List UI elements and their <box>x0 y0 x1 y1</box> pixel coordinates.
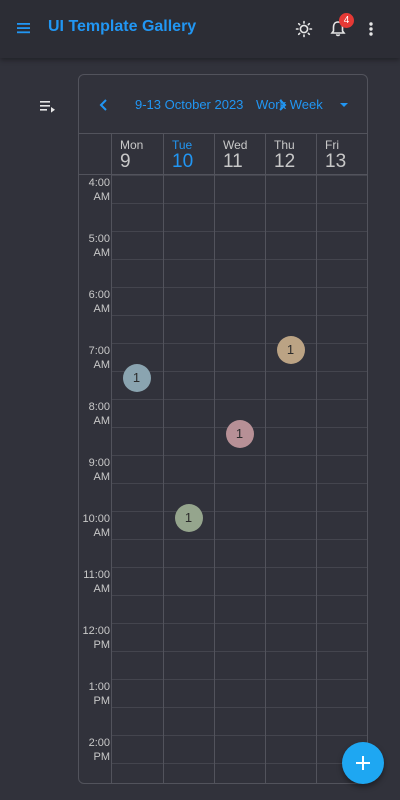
time-label: 6:00 AM <box>79 288 110 316</box>
time-slot[interactable] <box>111 203 367 231</box>
time-label-ampm: PM <box>93 751 111 763</box>
time-label-ampm: AM <box>93 303 111 315</box>
time-slot[interactable] <box>111 539 367 567</box>
day-header-fri[interactable]: Fri 13 <box>316 134 367 175</box>
app-bar: UI Template Gallery 4 <box>0 0 400 58</box>
time-label: 4:00 AM <box>79 176 110 204</box>
time-slot[interactable] <box>111 483 367 511</box>
column-divider <box>163 175 164 783</box>
column-divider <box>316 175 317 783</box>
time-label-ampm: AM <box>93 359 111 371</box>
time-slot[interactable] <box>111 623 367 651</box>
column-divider <box>214 175 215 783</box>
time-label-ampm: AM <box>93 247 111 259</box>
time-slot[interactable] <box>111 371 367 399</box>
time-label-hour: 8:00 <box>88 401 110 413</box>
column-divider <box>111 175 112 783</box>
time-slot[interactable] <box>111 595 367 623</box>
time-label: 9:00 AM <box>79 456 110 484</box>
time-label: 1:00 PM <box>79 680 110 708</box>
time-slot[interactable] <box>111 567 367 595</box>
menu-icon[interactable] <box>14 18 34 38</box>
day-number: 11 <box>223 151 243 172</box>
plus-icon <box>356 756 370 770</box>
time-slot[interactable] <box>111 231 367 259</box>
scheduler-toolbar: 9-13 October 2023 Work Week <box>79 75 367 134</box>
time-grid: 4:00 AM 5:00 AM 6:00 AM 7:00 AM 8:00 AM 9:00 AM 10:0… <box>79 175 367 783</box>
event-count-bubble[interactable]: 1 <box>276 336 305 364</box>
day-number: 9 <box>120 151 131 172</box>
view-selector[interactable]: Work Week <box>256 97 323 112</box>
time-label-ampm: PM <box>93 695 111 707</box>
more-vertical-icon[interactable] <box>361 19 381 39</box>
time-label-hour: 9:00 <box>88 457 110 469</box>
time-label-hour: 10:00 <box>82 513 110 525</box>
time-label-ampm: AM <box>93 583 111 595</box>
day-header-wed[interactable]: Wed 11 <box>214 134 265 175</box>
event-count-bubble[interactable]: 1 <box>174 504 203 532</box>
time-label-hour: 12:00 <box>82 625 110 637</box>
add-event-button[interactable] <box>342 742 384 784</box>
scheduler: 9-13 October 2023 Work Week Mon 9 Tue 10 Wed… <box>78 74 368 784</box>
time-slot[interactable] <box>111 707 367 735</box>
time-label-hour: 6:00 <box>88 289 110 301</box>
time-label-hour: 7:00 <box>88 345 110 357</box>
day-header-thu[interactable]: Thu 12 <box>265 134 316 175</box>
time-slot[interactable] <box>111 399 367 427</box>
day-name: Tue <box>172 138 193 152</box>
sort-icon[interactable] <box>37 96 57 116</box>
notification-badge: 4 <box>339 13 354 28</box>
event-count-bubble[interactable]: 1 <box>225 420 254 448</box>
time-slot[interactable] <box>111 287 367 315</box>
app-title: UI Template Gallery <box>48 18 197 35</box>
day-name: Mon <box>120 138 144 152</box>
time-label: 2:00 PM <box>79 736 110 764</box>
time-label: 11:00 AM <box>79 568 110 596</box>
time-label: 7:00 AM <box>79 344 110 372</box>
day-number: 12 <box>274 151 296 172</box>
column-divider <box>265 175 266 783</box>
time-slot[interactable] <box>111 511 367 539</box>
time-label-hour: 1:00 <box>88 681 110 693</box>
time-label-hour: 2:00 <box>88 737 110 749</box>
day-name: Thu <box>274 138 295 152</box>
day-name: Wed <box>223 138 248 152</box>
dropdown-icon[interactable] <box>335 96 353 114</box>
time-slot[interactable] <box>111 679 367 707</box>
day-number: 10 <box>172 151 194 172</box>
time-label: 12:00 PM <box>79 624 110 652</box>
time-label-ampm: PM <box>93 639 111 651</box>
time-label-ampm: AM <box>93 191 111 203</box>
time-slot[interactable] <box>111 343 367 371</box>
time-label-ampm: AM <box>93 471 111 483</box>
time-slot[interactable] <box>111 763 367 783</box>
date-range-button[interactable]: 9-13 October 2023 <box>135 97 244 112</box>
time-label-hour: 4:00 <box>88 177 110 189</box>
time-label-hour: 5:00 <box>88 233 110 245</box>
time-label: 10:00 AM <box>79 512 110 540</box>
day-name: Fri <box>325 138 339 152</box>
day-header-mon[interactable]: Mon 9 <box>111 134 162 175</box>
time-slot[interactable] <box>111 735 367 763</box>
day-number: 13 <box>325 151 347 172</box>
chevron-right-icon[interactable] <box>273 96 291 114</box>
time-label-ampm: AM <box>93 415 111 427</box>
chevron-left-icon[interactable] <box>95 96 113 114</box>
time-slot[interactable] <box>111 175 367 203</box>
theme-icon[interactable] <box>294 19 314 39</box>
time-slot[interactable] <box>111 315 367 343</box>
time-slot[interactable] <box>111 455 367 483</box>
time-label-hour: 11:00 <box>83 569 110 581</box>
day-header-tue[interactable]: Tue 10 <box>163 134 214 175</box>
time-slot[interactable] <box>111 651 367 679</box>
time-label: 8:00 AM <box>79 400 110 428</box>
day-header: Mon 9 Tue 10 Wed 11 Thu 12 Fri 13 <box>79 134 367 175</box>
time-label-ampm: AM <box>93 527 111 539</box>
time-label: 5:00 AM <box>79 232 110 260</box>
event-count-bubble[interactable]: 1 <box>122 364 151 392</box>
time-slot[interactable] <box>111 259 367 287</box>
